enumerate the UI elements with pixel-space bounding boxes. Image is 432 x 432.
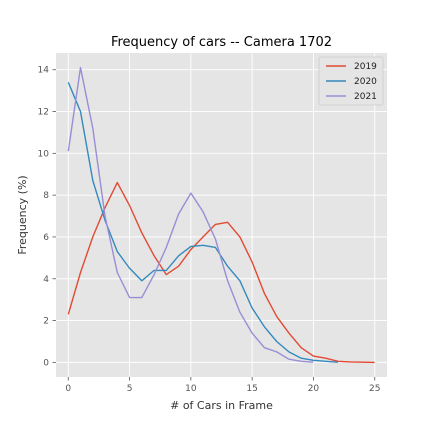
chart-title: Frequency of cars -- Camera 1702 bbox=[111, 35, 332, 50]
legend-label-2021: 2021 bbox=[354, 92, 377, 102]
series-line-2019 bbox=[67, 181, 375, 364]
grid-lines bbox=[56, 53, 387, 377]
x-tick-label: 5 bbox=[127, 384, 133, 394]
series-line-2021 bbox=[67, 66, 314, 363]
y-tick-label: 6 bbox=[43, 233, 49, 243]
y-tick-label: 2 bbox=[43, 317, 49, 327]
series-line-2020 bbox=[67, 82, 339, 363]
legend-box bbox=[318, 56, 384, 106]
x-axis-ticks: 0 5 10 15 20 25 bbox=[65, 377, 380, 394]
y-tick-label: 10 bbox=[38, 149, 50, 159]
x-tick-label: 15 bbox=[246, 384, 257, 394]
x-tick-label: 25 bbox=[369, 384, 380, 394]
x-tick-label: 10 bbox=[185, 384, 197, 394]
x-axis-label: # of Cars in Frame bbox=[170, 399, 273, 412]
legend-label-2019: 2019 bbox=[354, 62, 377, 72]
legend-label-2020: 2020 bbox=[354, 77, 377, 87]
y-tick-label: 8 bbox=[43, 191, 49, 201]
y-axis-label: Frequency (%) bbox=[16, 175, 29, 254]
plot-area bbox=[56, 53, 387, 377]
x-tick-label: 0 bbox=[65, 384, 71, 394]
y-tick-label: 4 bbox=[43, 275, 49, 285]
y-axis-ticks: 0 2 4 6 8 10 12 14 bbox=[38, 66, 56, 368]
y-tick-label: 0 bbox=[43, 358, 49, 368]
legend: 2019 2020 2021 bbox=[318, 56, 384, 106]
y-tick-label: 14 bbox=[38, 66, 50, 76]
x-tick-label: 20 bbox=[308, 384, 320, 394]
y-tick-label: 12 bbox=[38, 108, 49, 118]
series-layer bbox=[67, 66, 375, 364]
